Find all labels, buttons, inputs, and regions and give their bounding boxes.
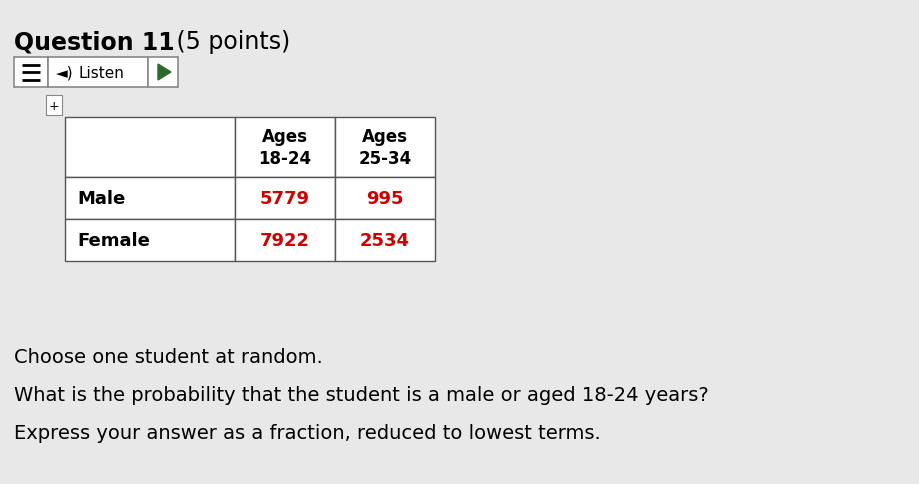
Text: +: +	[49, 99, 60, 112]
Bar	[335, 220, 435, 261]
Text: Male: Male	[77, 190, 125, 208]
Text: 7922: 7922	[260, 231, 310, 249]
Bar	[335, 118, 435, 178]
Bar	[235, 118, 335, 178]
Bar	[48, 58, 148, 88]
Polygon shape	[158, 65, 171, 81]
Text: (5 points): (5 points)	[169, 30, 290, 54]
Text: Female: Female	[77, 231, 150, 249]
Bar	[65, 118, 235, 178]
Text: 2534: 2534	[360, 231, 410, 249]
Bar	[65, 178, 235, 220]
Text: 5779: 5779	[260, 190, 310, 208]
Text: 995: 995	[367, 190, 403, 208]
Bar	[148, 58, 178, 88]
Bar	[235, 178, 335, 220]
Bar	[65, 220, 235, 261]
Text: Question 11: Question 11	[14, 30, 175, 54]
Text: What is the probability that the student is a male or aged 18-24 years?: What is the probability that the student…	[14, 385, 709, 404]
Bar	[335, 178, 435, 220]
Text: Express your answer as a fraction, reduced to lowest terms.: Express your answer as a fraction, reduc…	[14, 423, 601, 442]
Text: Ages
25-34: Ages 25-34	[358, 128, 412, 167]
Text: Choose one student at random.: Choose one student at random.	[14, 348, 323, 366]
Text: ◄): ◄)	[56, 65, 74, 80]
Bar	[235, 220, 335, 261]
Bar	[14, 58, 48, 88]
Text: Listen: Listen	[78, 65, 124, 80]
Text: Ages
18-24: Ages 18-24	[258, 128, 312, 167]
